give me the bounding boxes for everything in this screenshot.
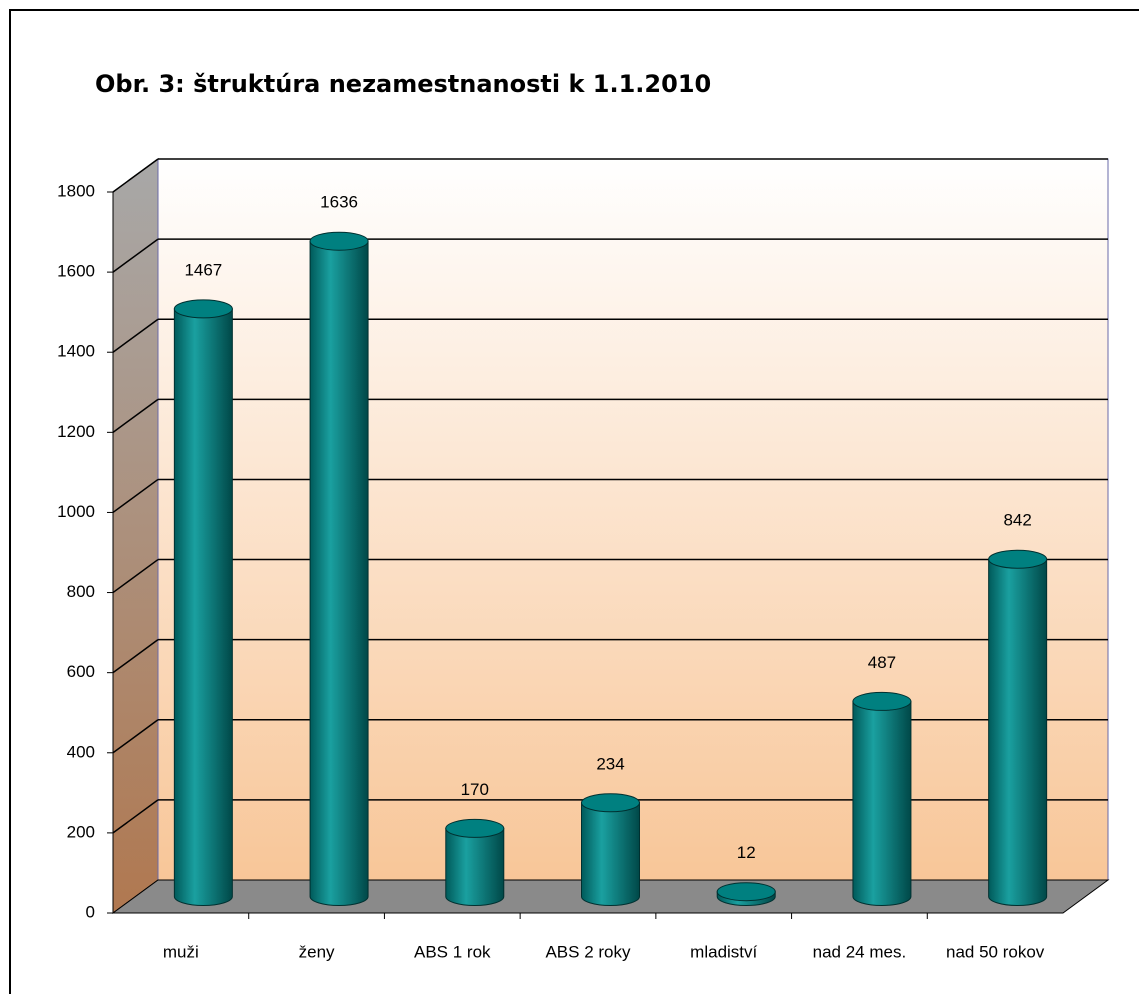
x-tick-label: mladiství [690,942,757,961]
value-label: 12 [737,843,756,862]
bar [445,818,505,906]
value-label: 170 [461,780,489,799]
y-tick-label: 1200 [57,422,95,441]
cylinder-top [988,549,1048,569]
y-tick-label: 800 [67,582,95,601]
value-label: 1467 [184,260,222,279]
value-label: 234 [596,754,624,773]
grid-line [112,558,159,594]
bar [716,882,776,906]
x-tick-label: ABS 2 roky [545,942,631,961]
cylinder-top [173,299,233,319]
back-wall [157,158,1109,881]
cylinder-top [445,818,505,838]
cylinder-top [852,691,912,711]
grid-line [112,799,159,834]
grid-line [112,238,159,273]
y-tick-label: 1800 [57,181,95,200]
grid-line [112,719,159,754]
value-label: 842 [1003,511,1031,530]
y-tick-label: 1600 [57,262,95,281]
y-tick-label: 0 [86,902,95,921]
cylinder-body [988,558,1048,906]
bar [309,231,369,906]
grid-line [112,318,159,353]
frame [9,9,1139,994]
y-tick-label: 600 [67,662,95,681]
chart-title: Obr. 3: štruktúra nezamestnanosti k 1.1.… [95,70,711,98]
bar [852,691,912,906]
x-tick-label: ABS 1 rok [414,942,491,961]
grid-line [112,478,159,514]
x-tick-label: nad 24 mes. [813,942,907,961]
grid-line [112,158,159,193]
bar [988,549,1048,906]
left-wall [112,158,159,914]
cylinder-body [445,827,505,906]
cylinder-body [173,308,233,906]
grid-line [112,398,159,433]
value-label: 487 [868,653,896,672]
value-label: 1636 [320,193,358,212]
y-tick-label: 1000 [57,502,95,521]
cylinder-top [716,882,776,902]
grid-line [112,639,159,674]
y-tick-label: 200 [67,822,95,841]
y-tick-label: 400 [67,742,95,761]
cylinder-top [309,231,369,251]
cylinder-body [581,802,640,906]
x-tick-label: ženy [299,942,335,961]
x-tick-label: muži [163,942,199,961]
bar [581,793,640,906]
y-tick-label: 1400 [57,342,95,361]
cylinder-body [309,240,369,906]
cylinder-top [581,793,640,813]
x-tick-label: nad 50 rokov [946,942,1045,961]
cylinder-body [852,700,912,906]
bar [173,299,233,906]
